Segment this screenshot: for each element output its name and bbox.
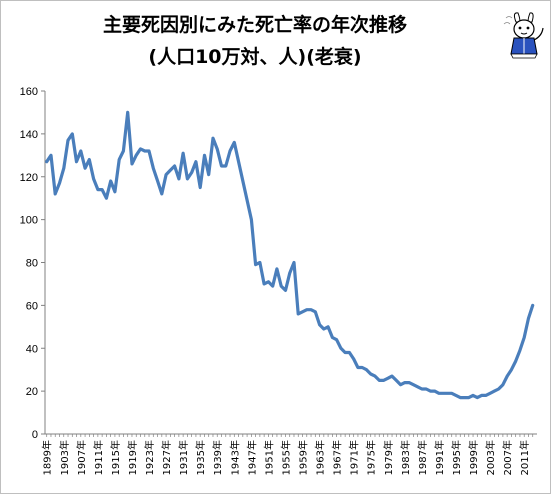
- x-tick-label: 1907年: [75, 440, 88, 475]
- y-axis-ticks: 0 20 40 60 80 100 120 140 160: [20, 86, 45, 441]
- x-tick-label: 1903年: [58, 440, 71, 475]
- x-tick-label: 2011年: [518, 440, 531, 475]
- series-line-0: [45, 110, 535, 400]
- y-tick-label: 20: [26, 386, 38, 398]
- x-tick-label: 1963年: [314, 440, 327, 475]
- y-tick-label: 0: [32, 429, 38, 441]
- x-tick-label: 1931年: [177, 440, 190, 475]
- x-tick-label: 1935年: [194, 440, 207, 475]
- x-tick-label: 1927年: [160, 440, 173, 475]
- x-tick-label: 1995年: [450, 440, 463, 475]
- x-axis-ticks: 1899年 1903年 1907年 1911年 1915年 1919年 1923年 1927年…: [41, 434, 534, 475]
- x-tick-label: 1971年: [348, 440, 361, 475]
- y-tick-label: 40: [26, 343, 38, 355]
- y-tick-label: 160: [20, 86, 38, 98]
- y-tick-label: 100: [20, 215, 38, 227]
- x-tick-label: 1967年: [331, 440, 344, 475]
- y-tick-label: 60: [26, 300, 38, 312]
- x-tick-label: 1939年: [211, 440, 224, 475]
- x-tick-label: 1943年: [228, 440, 241, 475]
- x-tick-label: 1923年: [143, 440, 156, 475]
- axes: [44, 91, 537, 435]
- x-tick-label: 1915年: [109, 440, 122, 475]
- x-tick-label: 1975年: [365, 440, 378, 475]
- x-tick-label: 1991年: [433, 440, 446, 475]
- x-tick-label: 1911年: [92, 440, 105, 475]
- x-tick-label: 1959年: [297, 440, 310, 475]
- chart-subtitle: (人口10万対、人)(老衰): [148, 46, 362, 68]
- x-tick-label: 1919年: [126, 440, 139, 475]
- x-tick-label: 2003年: [484, 440, 497, 475]
- y-tick-label: 120: [20, 172, 38, 184]
- mascot-icon: [503, 12, 544, 59]
- x-tick-label: 1999年: [467, 440, 480, 475]
- x-tick-label: 1947年: [245, 440, 258, 475]
- series-group: [45, 110, 535, 400]
- x-tick-label: 1979年: [382, 440, 395, 475]
- x-tick-label: 1983年: [399, 440, 412, 475]
- x-tick-label: 1951年: [262, 440, 275, 475]
- x-tick-label: 1955年: [279, 440, 292, 475]
- y-tick-label: 80: [26, 258, 38, 270]
- x-tick-label: 1899年: [41, 440, 54, 475]
- y-tick-label: 140: [20, 129, 38, 141]
- x-tick-label: 1987年: [416, 440, 429, 475]
- x-tick-label: 2007年: [501, 440, 514, 475]
- chart-title: 主要死因別にみた死亡率の年次推移: [102, 14, 407, 36]
